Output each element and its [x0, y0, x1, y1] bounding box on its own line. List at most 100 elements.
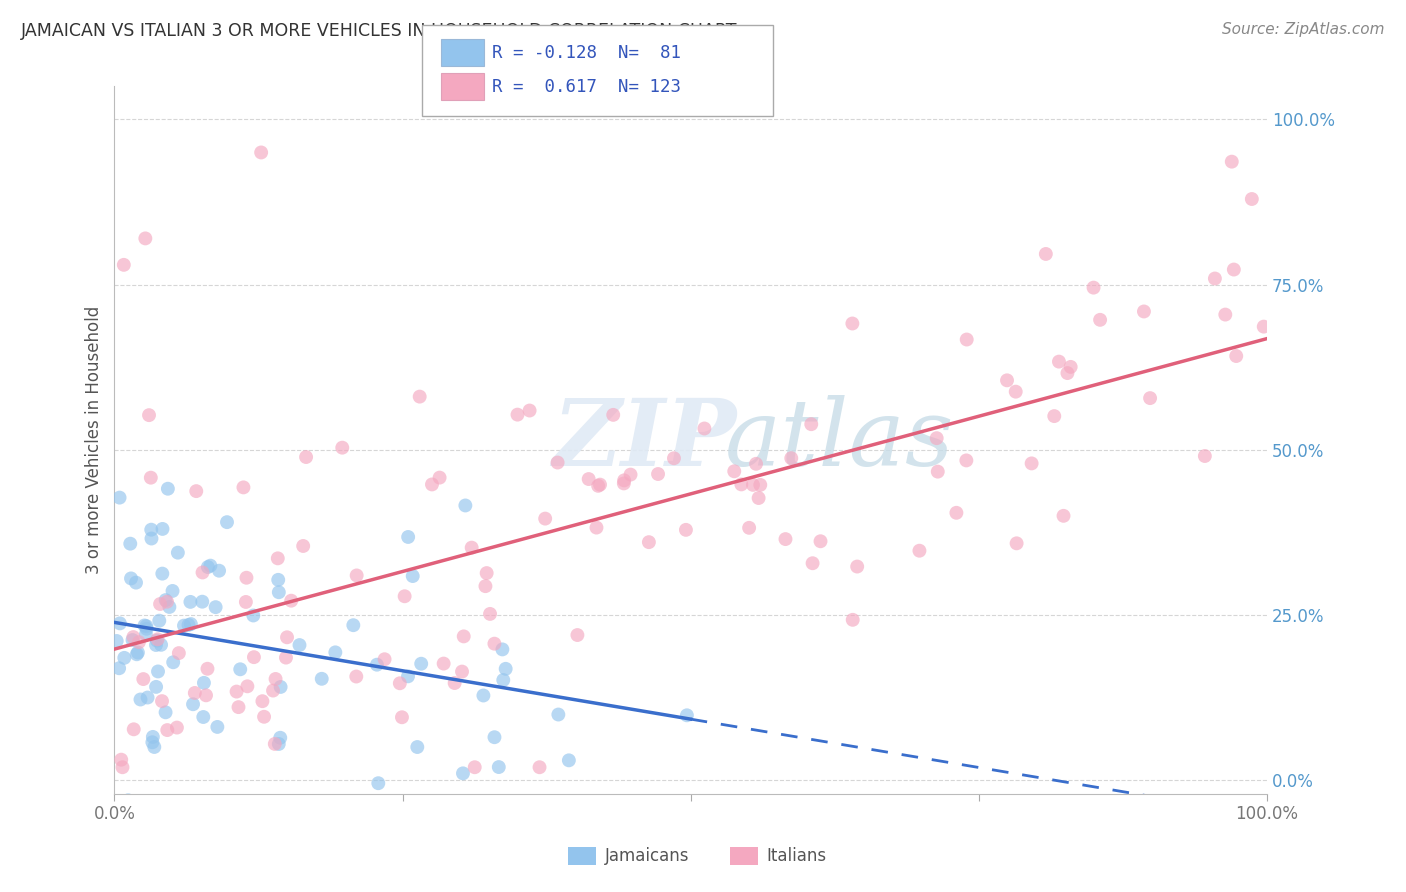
- Point: [135, 619, 157, 633]
- Point: [262, 683, 284, 698]
- Point: [367, 776, 389, 790]
- Point: [134, 231, 156, 245]
- Point: [474, 579, 496, 593]
- Point: [156, 723, 179, 737]
- Point: [269, 731, 291, 745]
- Point: [228, 700, 250, 714]
- Text: Italians: Italians: [766, 847, 827, 865]
- Text: JAMAICAN VS ITALIAN 3 OR MORE VEHICLES IN HOUSEHOLD CORRELATION CHART: JAMAICAN VS ITALIAN 3 OR MORE VEHICLES I…: [21, 22, 738, 40]
- Point: [197, 560, 219, 574]
- Point: [270, 680, 292, 694]
- Point: [534, 511, 557, 525]
- Text: R = -0.128  N=  81: R = -0.128 N= 81: [492, 44, 681, 62]
- Point: [472, 689, 495, 703]
- Point: [155, 706, 177, 720]
- Point: [108, 491, 131, 505]
- Point: [927, 465, 949, 479]
- Point: [1223, 262, 1246, 277]
- Point: [150, 694, 173, 708]
- Text: Source: ZipAtlas.com: Source: ZipAtlas.com: [1222, 22, 1385, 37]
- Point: [138, 408, 160, 422]
- Point: [492, 673, 515, 687]
- Point: [396, 530, 419, 544]
- Point: [166, 721, 188, 735]
- Point: [167, 646, 190, 660]
- Point: [420, 477, 443, 491]
- Point: [111, 760, 134, 774]
- Point: [311, 672, 333, 686]
- Point: [411, 657, 433, 671]
- Point: [453, 629, 475, 643]
- Point: [267, 737, 290, 751]
- Point: [180, 617, 202, 632]
- Point: [460, 541, 482, 555]
- Point: [1005, 536, 1028, 550]
- Point: [613, 476, 636, 491]
- Point: [242, 608, 264, 623]
- Point: [267, 573, 290, 587]
- Point: [429, 470, 451, 484]
- Point: [491, 642, 513, 657]
- Point: [112, 651, 135, 665]
- Point: [841, 613, 863, 627]
- Text: ZIP: ZIP: [553, 395, 737, 485]
- Point: [235, 595, 257, 609]
- Point: [167, 546, 190, 560]
- Point: [484, 730, 506, 744]
- Point: [191, 595, 214, 609]
- Point: [945, 506, 967, 520]
- Point: [745, 457, 768, 471]
- Point: [117, 793, 139, 807]
- Point: [141, 735, 163, 749]
- Point: [730, 477, 752, 491]
- Point: [800, 417, 823, 432]
- Point: [388, 676, 411, 690]
- Point: [479, 607, 502, 621]
- Point: [567, 628, 589, 642]
- Point: [406, 739, 429, 754]
- Point: [125, 647, 148, 661]
- Point: [204, 600, 226, 615]
- Point: [676, 708, 699, 723]
- Point: [146, 665, 169, 679]
- Point: [108, 661, 131, 675]
- Point: [342, 618, 364, 632]
- Point: [295, 450, 318, 464]
- Point: [675, 523, 697, 537]
- Point: [748, 491, 770, 505]
- Point: [186, 484, 208, 499]
- Point: [191, 566, 214, 580]
- Point: [775, 532, 797, 546]
- Point: [195, 689, 218, 703]
- Point: [475, 566, 498, 580]
- Text: Jamaicans: Jamaicans: [605, 847, 689, 865]
- Point: [585, 520, 607, 534]
- Point: [122, 723, 145, 737]
- Point: [253, 710, 276, 724]
- Point: [454, 499, 477, 513]
- Point: [578, 472, 600, 486]
- Point: [179, 595, 201, 609]
- Point: [110, 753, 132, 767]
- Point: [488, 760, 510, 774]
- Point: [638, 535, 661, 549]
- Point: [280, 593, 302, 607]
- Point: [330, 441, 353, 455]
- Point: [288, 638, 311, 652]
- Point: [1035, 247, 1057, 261]
- Point: [558, 753, 581, 767]
- Point: [267, 585, 290, 599]
- Point: [346, 568, 368, 582]
- Point: [193, 710, 215, 724]
- Point: [235, 571, 257, 585]
- Point: [197, 662, 219, 676]
- Point: [602, 408, 624, 422]
- Point: [519, 403, 541, 417]
- Point: [1204, 271, 1226, 285]
- Point: [129, 692, 152, 706]
- Point: [484, 637, 506, 651]
- Point: [150, 638, 173, 652]
- Point: [142, 730, 165, 744]
- Point: [402, 569, 425, 583]
- Point: [586, 479, 609, 493]
